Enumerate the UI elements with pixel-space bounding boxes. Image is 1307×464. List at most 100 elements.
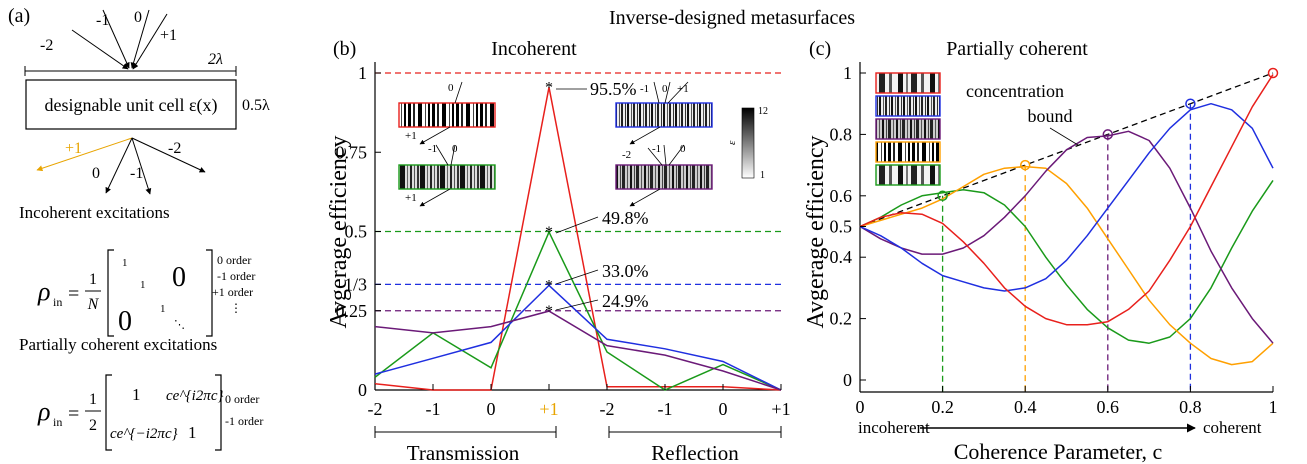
prefactor-den: N (87, 296, 100, 313)
y-tick-label: 0.5 (345, 222, 368, 242)
panel-b-inset-right: -1 0 +1 -2 -1 0 (615, 81, 713, 207)
svg-text:=: = (68, 283, 79, 305)
series-line (374, 87, 782, 391)
inset-order-label: -2 (622, 149, 631, 161)
outgoing-ray-minus2 (131, 137, 206, 173)
order-label: 0 order (217, 253, 251, 267)
inset-order-label: 0 (452, 143, 458, 155)
prefactor-num: 1 (89, 271, 97, 288)
panel-b-title: Incoherent (491, 38, 577, 60)
inset-pattern-purple (875, 118, 941, 140)
outgoing-order-label: -1 (130, 165, 143, 182)
order-label: ⋮ (230, 301, 242, 315)
x-tick-label: 0.4 (1014, 397, 1037, 417)
unit-cell-box (25, 79, 237, 130)
x-tick-label: -1 (658, 399, 673, 419)
order-label: -1 order (225, 414, 263, 428)
inset-order-label: 0 (662, 83, 668, 95)
incoherent-matrix: ρ in = 1 N 1 1 1 ⋱ 0 0 0 order -1 order … (37, 249, 255, 337)
bound-point-marker (1185, 98, 1196, 109)
y-tick-label: 1 (843, 63, 852, 83)
rho-subscript: in (53, 415, 62, 429)
panel-c: (c) Partially coherent Avgerage efficien… (803, 38, 1279, 464)
panel-b: (b) Incoherent Avgerage efficiency * * ** … (326, 38, 791, 464)
inset-order-label: +1 (405, 192, 417, 204)
panel-c-ylabel: Avgerage efficiency (803, 136, 829, 329)
rho-symbol: ρ (37, 277, 50, 306)
annotation-label: 49.8% (602, 208, 649, 228)
incident-order-label: 0 (134, 9, 142, 26)
prefactor-num: 1 (89, 391, 97, 408)
y-tick-label: 0.25 (336, 301, 368, 321)
order-label: +1 order (212, 285, 253, 299)
panel-a: (a) -2 -1 0 +1 2λ designable unit cell ε… (8, 5, 270, 451)
panel-b-annotations: 95.5% 49.8% 33.0% 24.9% (555, 79, 649, 311)
y-tick-label: 0.8 (830, 124, 853, 144)
figure-title: Inverse-designed metasurfaces (609, 7, 855, 29)
inset-order-label: -1 (652, 143, 661, 155)
x-tick-label: 0.6 (1097, 397, 1120, 417)
y-tick-label: 0.2 (830, 309, 853, 329)
rho-subscript: in (53, 295, 62, 309)
bound-label-line1: concentration (966, 81, 1064, 101)
series-line (859, 165, 1274, 366)
outgoing-rays (36, 137, 206, 195)
x-tick-label: 0 (719, 399, 728, 419)
rho-symbol: ρ (37, 397, 50, 426)
matrix-entry: 1 (132, 385, 141, 404)
coherent-heading: Partially coherent excitations (19, 335, 217, 354)
diag-entry: 1 (160, 303, 166, 315)
inset-pattern-red (875, 72, 941, 94)
inset-pattern-blue (875, 95, 941, 117)
inset-pattern-green (398, 164, 496, 190)
colorbar-min-label: 1 (760, 170, 765, 181)
incident-ray-minus2 (71, 29, 129, 70)
panel-b-inset-left: 0 +1 -1 0 +1 (398, 81, 496, 207)
bound-point-marker (937, 190, 948, 202)
inset-order-label: -1 (428, 143, 437, 155)
series-line (859, 130, 1274, 344)
incident-order-label: -1 (96, 12, 109, 29)
peak-marker: * (545, 277, 553, 294)
outgoing-ray-0 (105, 137, 133, 194)
inset-order-label: +1 (405, 130, 417, 142)
y-tick-label: 0.6 (830, 186, 853, 206)
bound-label-line2: bound (1028, 106, 1073, 126)
x-tick-label: 0.8 (1179, 397, 1202, 417)
diag-entry: 1 (122, 257, 128, 269)
panel-a-label: (a) (8, 5, 30, 27)
outgoing-ray-minus1 (131, 137, 152, 195)
panel-b-label: (b) (333, 38, 356, 60)
big-zero: 0 (118, 306, 132, 337)
order-label: 0 order (225, 392, 259, 406)
panel-c-inset-stack (875, 72, 941, 186)
series-line (859, 102, 1274, 292)
series-line (859, 74, 1274, 326)
panel-b-ylabel: Avgerage efficiency (326, 136, 352, 329)
matrix-entry-offdiag: ce^{i2πc} (166, 388, 223, 404)
peak-marker: * (545, 303, 553, 320)
big-zero: 0 (172, 262, 186, 293)
colorbar-max-label: 12 (758, 106, 768, 117)
panel-c-series (859, 67, 1279, 392)
colorbar-symbol: ε (726, 140, 738, 145)
peak-marker: * (545, 224, 553, 241)
outgoing-order-label: -2 (168, 140, 181, 157)
y-tick-label: 0.5 (830, 217, 853, 237)
x-tick-label: +1 (771, 399, 790, 419)
y-tick-label: 0.4 (830, 247, 853, 267)
bound-point-marker (1019, 159, 1031, 171)
outgoing-order-label: 0 (92, 165, 100, 182)
group-label-reflection: Reflection (651, 441, 739, 464)
outgoing-order-label: +1 (65, 140, 82, 157)
incident-ray-0 (130, 9, 150, 69)
incident-order-label: +1 (160, 27, 177, 44)
bound-point-marker (1102, 129, 1114, 140)
epsilon-colorbar: 12 ε 1 (726, 106, 768, 181)
thickness-label: 0.5λ (242, 97, 270, 114)
incident-ray-minus1 (102, 9, 130, 69)
bound-point-marker (1267, 67, 1279, 79)
annotation-label: 95.5% (590, 79, 637, 99)
incoherent-heading: Incoherent excitations (19, 203, 170, 222)
